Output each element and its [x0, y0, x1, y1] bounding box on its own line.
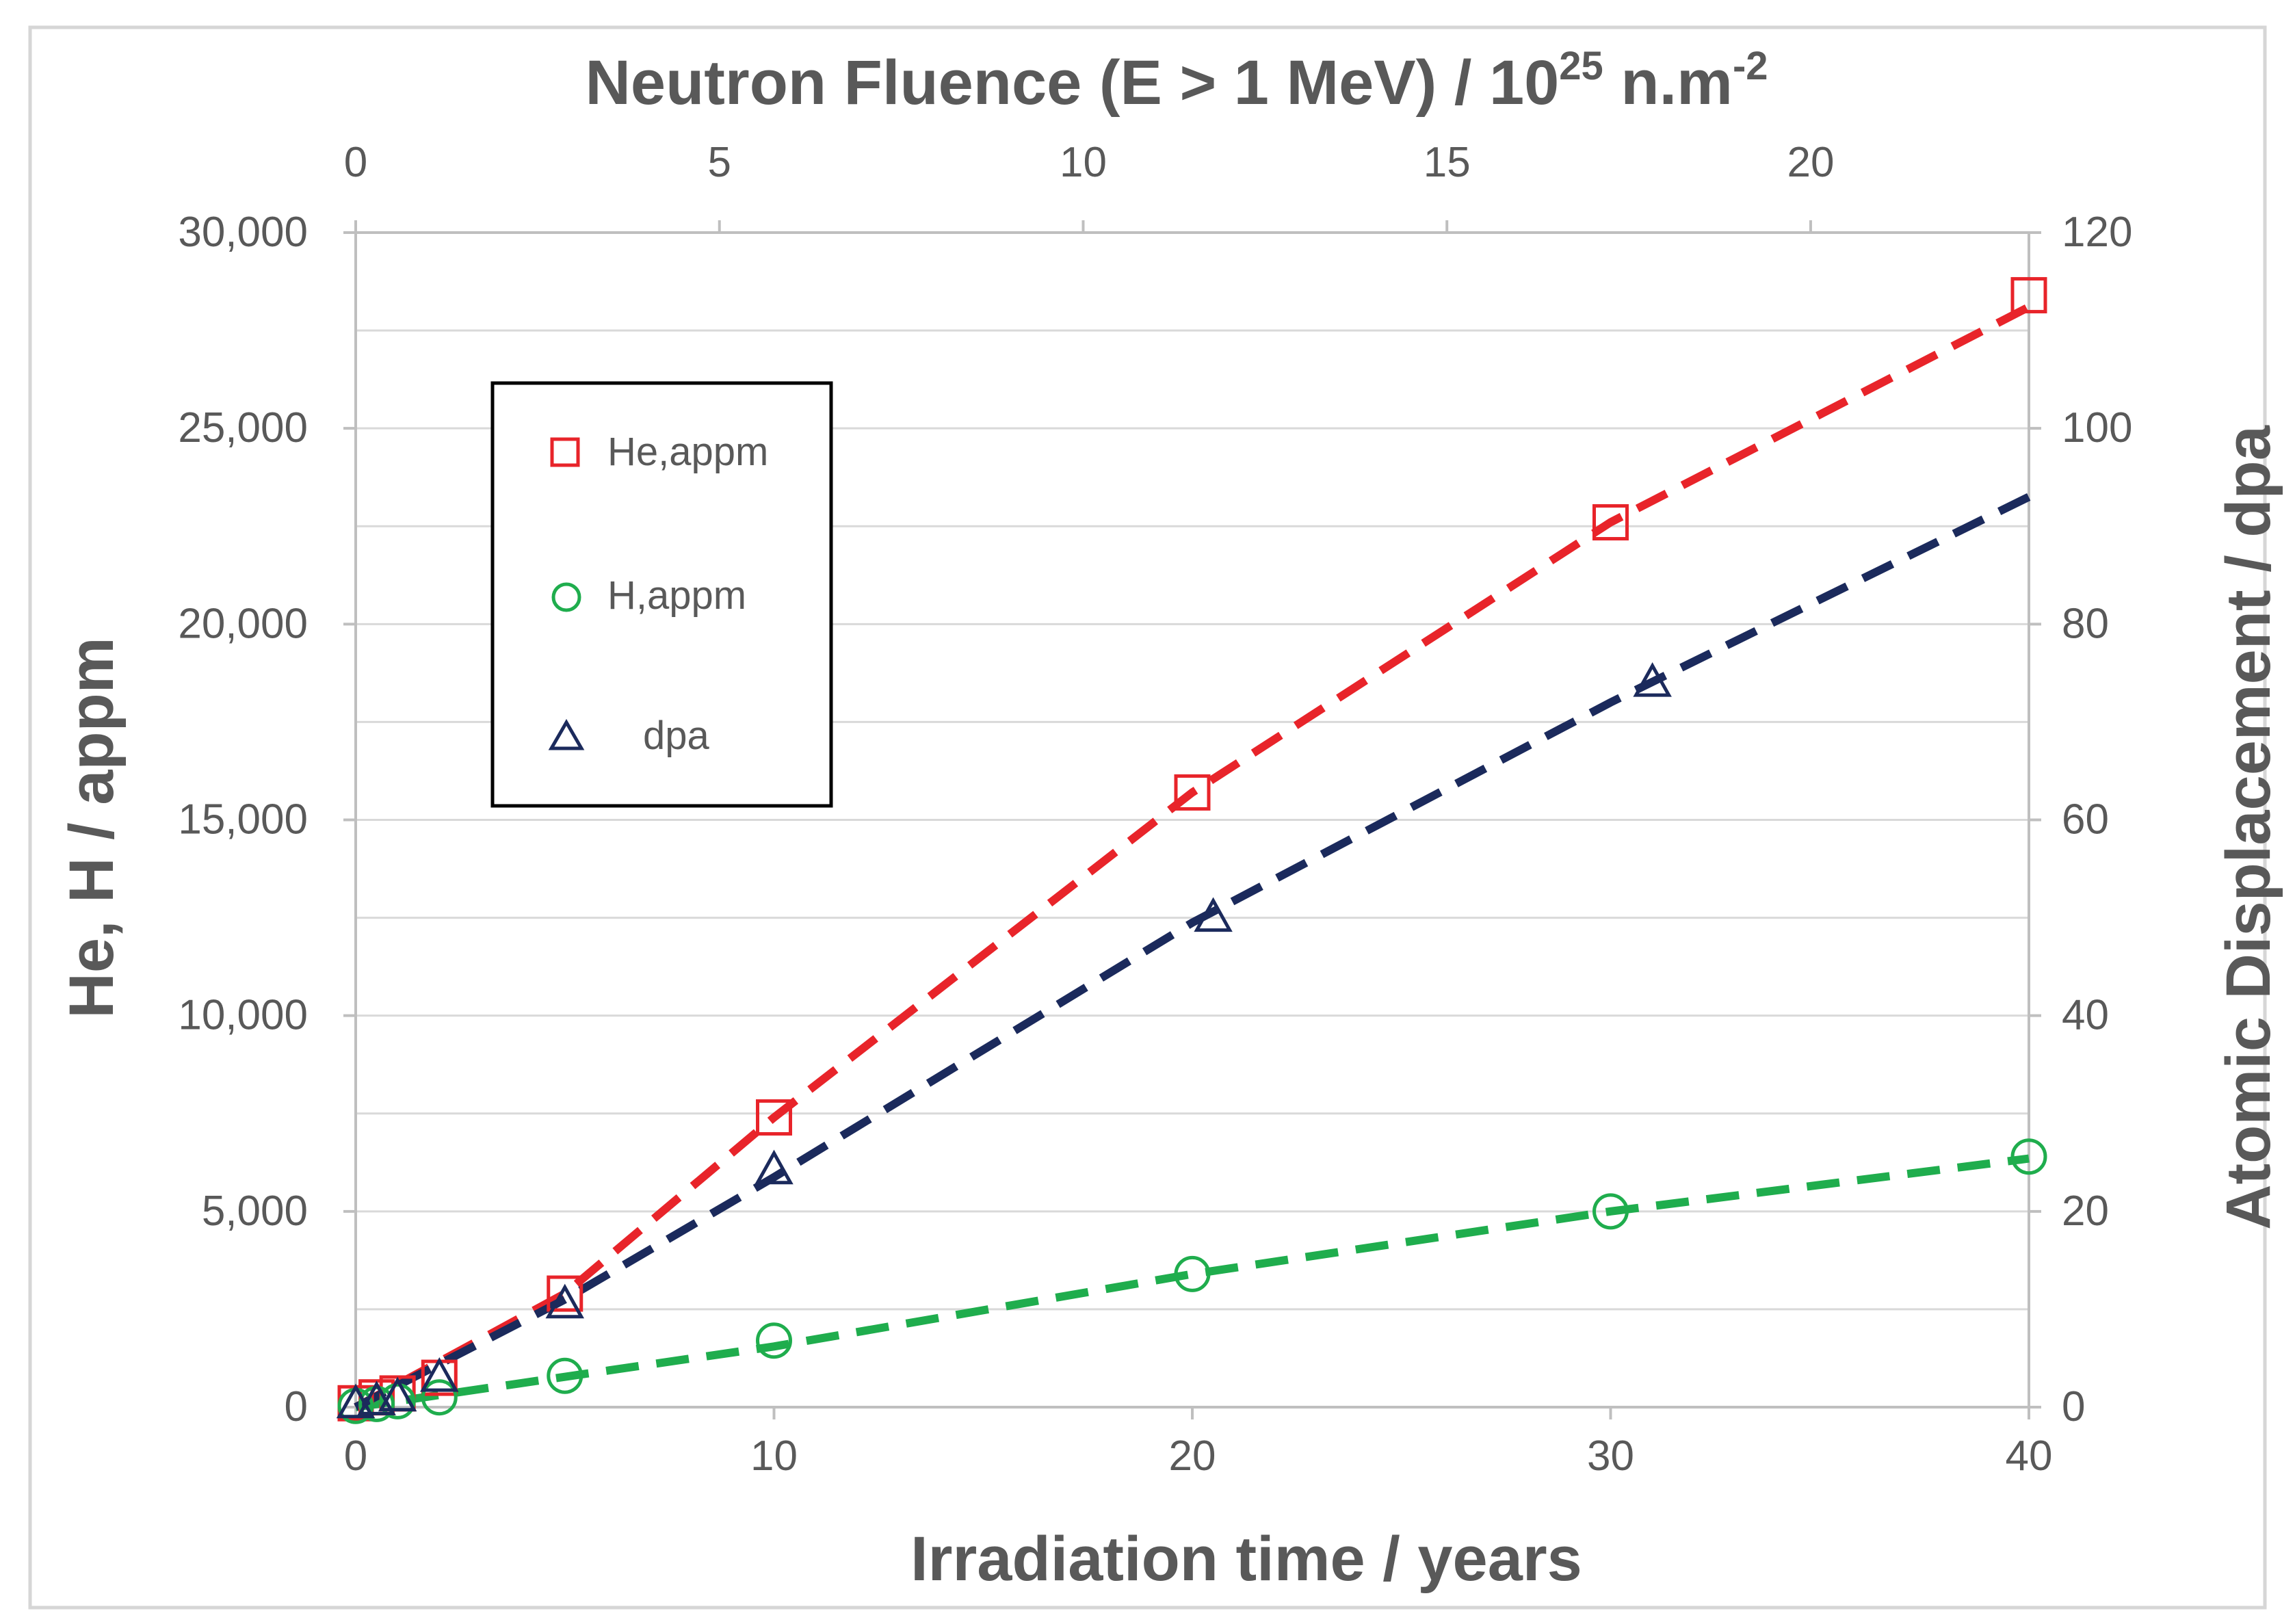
h-point [1174, 1255, 1211, 1292]
x2-tick-label: 15 [1424, 139, 1471, 186]
y2-tick-label: 20 [2062, 1188, 2109, 1235]
y-tick-label: 20,000 [178, 600, 308, 647]
dpa-point [378, 1376, 417, 1412]
legend-box [490, 381, 833, 808]
y2-tick-label: 100 [2062, 404, 2132, 451]
he-point [2010, 277, 2047, 314]
dpa-point [1194, 897, 1233, 932]
y2-tick-label: 60 [2062, 796, 2109, 843]
x2-tick-label: 20 [1787, 139, 1834, 186]
trend-line-He,appm [354, 303, 2031, 1411]
y2-tick-label: 40 [2062, 992, 2109, 1039]
dpa-point [545, 1283, 585, 1319]
h-point [547, 1357, 583, 1394]
x-tick-label: 40 [2006, 1432, 2053, 1480]
y-axis-title: He, H / appm [57, 637, 127, 1018]
h-point [421, 1379, 458, 1416]
x2-axis-title-main: Neutron Fluence (E > 1 MeV) / 10 [585, 48, 1559, 118]
legend-label-dpa: dpa [643, 713, 710, 758]
x-tick-label: 10 [750, 1432, 798, 1480]
legend-circle-marker [551, 582, 581, 612]
y-tick-label: 25,000 [178, 404, 308, 451]
he-point [1174, 774, 1211, 811]
he-point [547, 1275, 583, 1312]
x-axis-title: Irradiation time / years [910, 1524, 1582, 1594]
y2-axis-title: Atomic Displacement / dpa [2214, 425, 2283, 1230]
trend-line-H,appm [355, 1154, 2030, 1411]
y-tick-label: 5,000 [202, 1188, 308, 1235]
x-tick-label: 0 [344, 1432, 367, 1480]
tick-labels: 0 10 20 30 400 5 10 15 2005,00010,00015,00020,00… [178, 139, 2132, 1480]
x2-axis-title-sup: 25 [1559, 44, 1603, 88]
h-point [379, 1383, 416, 1419]
y2-tick-label: 120 [2062, 209, 2132, 256]
legend-label-h: H,appm [607, 573, 746, 618]
h-point [2010, 1138, 2047, 1175]
data-markers [336, 277, 2047, 1424]
x2-tick-label: 10 [1060, 139, 1107, 186]
x2-axis-title: Neutron Fluence (E > 1 MeV) / 1025 n.m-2 [585, 44, 1768, 118]
chart-frame [28, 25, 2267, 1610]
trend-line-dpa [354, 493, 2031, 1411]
trend-lines [354, 303, 2031, 1411]
y-tick-label: 10,000 [178, 992, 308, 1039]
x2-axis-title-unit-sup: -2 [1733, 44, 1768, 88]
dpa-point [420, 1357, 459, 1392]
y2-tick-label: 0 [2062, 1383, 2085, 1430]
dpa-point [336, 1383, 376, 1419]
dpa-point [357, 1380, 396, 1415]
y-tick-label: 15,000 [178, 796, 308, 843]
y-tick-label: 0 [285, 1383, 308, 1430]
legend-label-he: He,appm [607, 430, 768, 474]
x2-tick-label: 5 [707, 139, 731, 186]
he-point [756, 1099, 792, 1136]
x2-axis-title-unit: n.m [1603, 48, 1733, 118]
dpa-point [1633, 662, 1672, 697]
y-tick-label: 30,000 [178, 209, 308, 256]
legend-triangle-marker [548, 719, 585, 750]
y2-tick-label: 80 [2062, 600, 2109, 647]
legend: He,appm H,appm dpa [490, 381, 833, 808]
x-tick-label: 30 [1587, 1432, 1634, 1480]
x-tick-label: 20 [1169, 1432, 1216, 1480]
dpa-point [755, 1149, 794, 1185]
h-point [1592, 1193, 1629, 1230]
h-point [756, 1322, 792, 1359]
axes [343, 220, 2041, 1419]
he-point [1592, 504, 1629, 541]
x2-tick-label: 0 [344, 139, 367, 186]
legend-square-marker [550, 437, 580, 467]
